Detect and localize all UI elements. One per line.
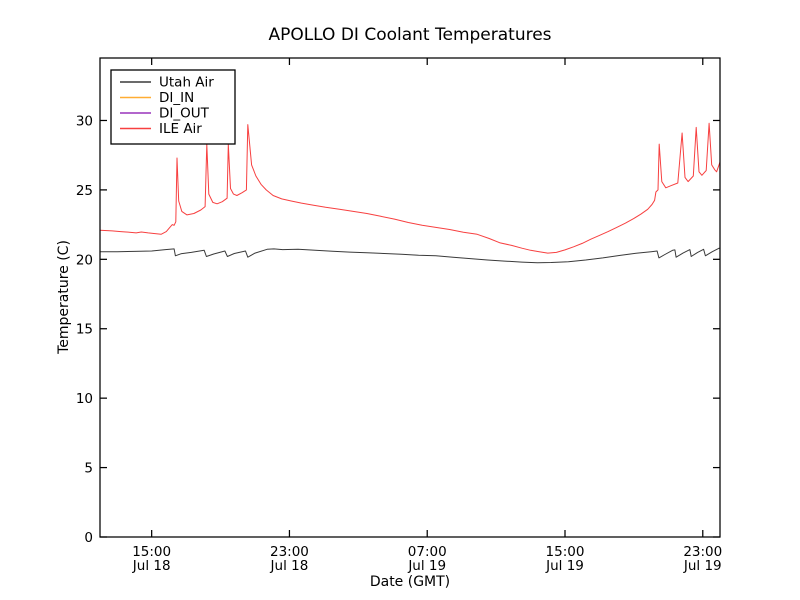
- x-tick-label-time: 23:00: [683, 544, 722, 560]
- x-tick-label-date: Jul 19: [545, 558, 584, 574]
- y-tick-label: 30: [76, 113, 93, 129]
- y-tick-label: 20: [76, 252, 93, 268]
- legend-label: Utah Air: [159, 75, 214, 91]
- chart-title: APOLLO DI Coolant Temperatures: [268, 25, 552, 45]
- x-tick-label-date: Jul 19: [683, 558, 722, 574]
- legend-label: DI_OUT: [159, 106, 210, 122]
- x-tick-label-time: 15:00: [132, 544, 171, 560]
- y-tick-label: 10: [76, 391, 93, 407]
- x-tick-label-date: Jul 19: [407, 558, 446, 574]
- x-tick-label-time: 07:00: [408, 544, 447, 560]
- x-tick-label-date: Jul 18: [132, 558, 171, 574]
- y-tick-label: 5: [84, 461, 93, 477]
- y-tick-label: 25: [76, 183, 93, 199]
- x-axis-label: Date (GMT): [369, 574, 451, 590]
- x-tick-label-time: 23:00: [270, 544, 309, 560]
- series-line-utah-air: [100, 247, 721, 264]
- x-tick-label-date: Jul 18: [270, 558, 309, 574]
- series-line-ile-air: [99, 122, 721, 254]
- legend-label: DI_IN: [159, 90, 194, 106]
- legend-label: ILE Air: [159, 121, 202, 137]
- x-tick-label-time: 15:00: [546, 544, 585, 560]
- plot-frame: [99, 57, 721, 538]
- y-tick-label: 0: [84, 530, 93, 546]
- y-tick-label: 15: [76, 322, 93, 338]
